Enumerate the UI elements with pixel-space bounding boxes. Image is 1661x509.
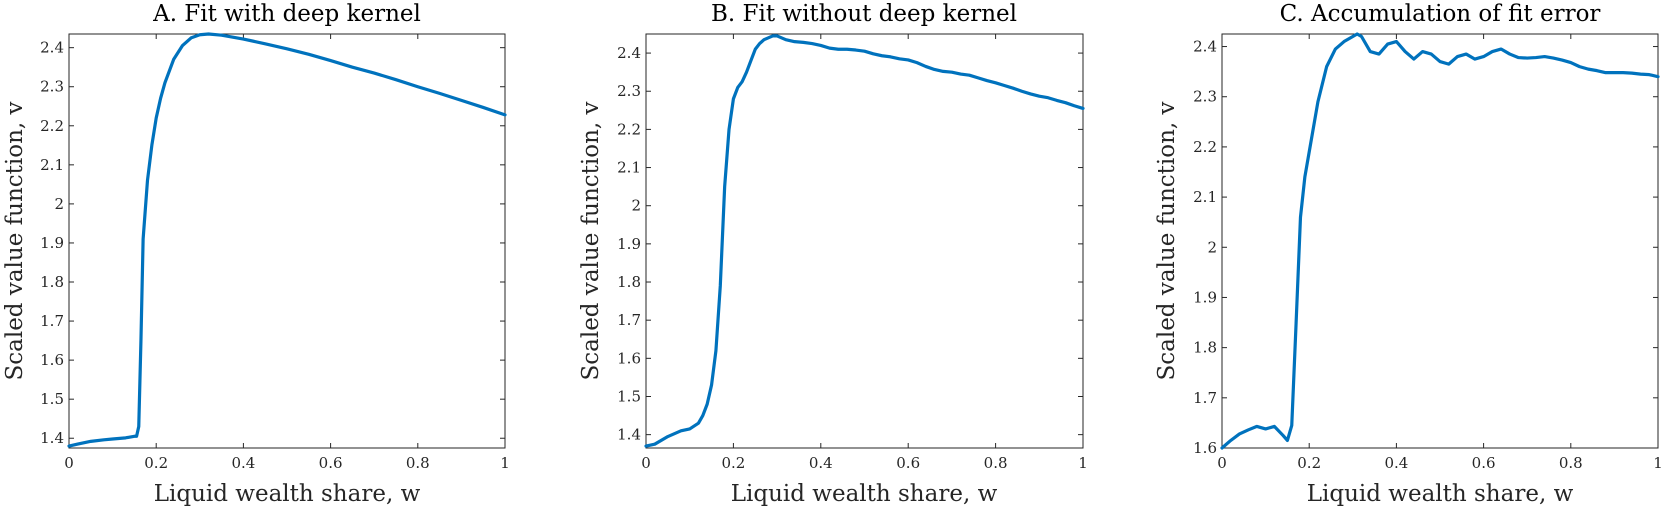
y-ticks-a: 1.4 1.5 1.6 1.7 1.8 1.9 2 2.1 2.2 2.3 2.4 (40, 39, 505, 447)
y-axis-label-c: Scaled value function, v (1154, 101, 1180, 380)
y-tick-label-b: 2.2 (617, 120, 641, 138)
chart-title-b: B. Fit without deep kernel (711, 1, 1017, 27)
x-tick-label-c: 0.8 (1559, 454, 1583, 472)
y-tick-label-a: 1.8 (40, 273, 64, 291)
series-line-b (644, 34, 1085, 448)
x-axis-label-a: Liquid wealth share, w (154, 481, 421, 507)
y-tick-label-b: 1.5 (617, 387, 641, 405)
y-tick-label-a: 2.3 (40, 78, 64, 96)
y-axis-label-b: Scaled value function, v (578, 101, 604, 380)
x-tick-label-b: 0.4 (809, 454, 833, 472)
y-tick-label-a: 2.4 (40, 39, 64, 57)
y-tick-label-a: 2 (54, 195, 64, 213)
y-tick-label-c: 1.6 (1193, 439, 1217, 457)
y-tick-label-a: 1.6 (40, 351, 64, 369)
panel-c: 1.61.71.81.922.12.22.32.4 0 0.2 0.4 0.6 0.8 1… (1154, 1, 1661, 507)
x-ticks-c: 0 0.2 0.4 0.6 0.8 1 (1217, 34, 1661, 472)
y-tick-label-b: 1.9 (617, 235, 641, 253)
y-ticks-b: 1.4 1.5 1.6 1.7 1.8 1.9 2 2.1 2.2 2.3 2.4 (617, 44, 1083, 444)
chart-title-a: A. Fit with deep kernel (152, 1, 421, 27)
y-tick-label-c: 1.7 (1193, 389, 1217, 407)
panel-a: 1.41.51.61.71.81.922.12.22.32.4 0 0.2 0.4 0… (2, 1, 510, 507)
series-line-a (67, 32, 507, 448)
y-tick-label-a: 1.4 (40, 429, 64, 447)
y-tick-label-c: 2.1 (1193, 188, 1217, 206)
x-tick-label-c: 0.2 (1297, 454, 1321, 472)
x-tick-label-b: 0.8 (984, 454, 1008, 472)
y-tick-label-b: 1.6 (617, 349, 641, 367)
x-ticks-b: 0 0.2 0.4 0.6 0.8 1 (641, 34, 1088, 472)
x-tick-label-a: 0.8 (406, 454, 430, 472)
panel-b: 1.41.51.61.71.81.922.12.22.32.4 0 0.2 0.4 0… (578, 1, 1088, 507)
x-tick-label-a: 1 (500, 454, 510, 472)
y-tick-label-c: 1.9 (1193, 288, 1217, 306)
y-tick-label-b: 1.8 (617, 273, 641, 291)
y-tick-label-b: 2.4 (617, 44, 641, 62)
x-tick-label-b: 0.6 (896, 454, 920, 472)
x-tick-label-b: 0 (641, 454, 651, 472)
y-ticks-c: 1.6 1.7 1.8 1.9 2 2.1 2.2 2.3 2.4 (1193, 38, 1658, 457)
y-tick-label-c: 2.3 (1193, 88, 1217, 106)
plot-area-a (68, 33, 506, 449)
x-tick-label-b: 0.2 (721, 454, 745, 472)
x-axis-label-b: Liquid wealth share, w (731, 481, 998, 507)
x-tick-label-c: 0.4 (1384, 454, 1408, 472)
y-tick-label-a: 1.7 (40, 312, 64, 330)
y-tick-label-b: 1.4 (617, 426, 641, 444)
y-tick-label-b: 2.3 (617, 82, 641, 100)
x-tick-label-a: 0.6 (319, 454, 343, 472)
x-tick-label-b: 1 (1078, 454, 1088, 472)
y-tick-label-c: 1.8 (1193, 339, 1217, 357)
x-ticks-a: 0 0.2 0.4 0.6 0.8 1 (64, 34, 510, 472)
y-tick-label-c: 2.2 (1193, 138, 1217, 156)
chart-title-c: C. Accumulation of fit error (1280, 1, 1601, 27)
plot-area-b (645, 33, 1084, 449)
x-tick-label-c: 0.6 (1472, 454, 1496, 472)
y-tick-label-a: 2.1 (40, 156, 64, 174)
x-tick-label-c: 1 (1653, 454, 1661, 472)
y-axis-label-a: Scaled value function, v (2, 101, 28, 380)
x-axis-label-c: Liquid wealth share, w (1307, 481, 1574, 507)
x-tick-label-a: 0.4 (231, 454, 255, 472)
y-tick-label-b: 2 (631, 197, 641, 215)
x-tick-label-c: 0 (1217, 454, 1227, 472)
y-tick-label-a: 1.9 (40, 234, 64, 252)
y-tick-label-b: 2.1 (617, 159, 641, 177)
y-tick-label-a: 1.5 (40, 390, 64, 408)
y-tick-label-b: 1.7 (617, 311, 641, 329)
x-tick-label-a: 0.2 (144, 454, 168, 472)
x-tick-label-a: 0 (64, 454, 74, 472)
y-tick-label-c: 2.4 (1193, 38, 1217, 56)
y-tick-label-a: 2.2 (40, 117, 64, 135)
series-line-c (1220, 32, 1660, 450)
y-tick-label-c: 2 (1207, 238, 1217, 256)
plot-area-c (1221, 33, 1659, 449)
